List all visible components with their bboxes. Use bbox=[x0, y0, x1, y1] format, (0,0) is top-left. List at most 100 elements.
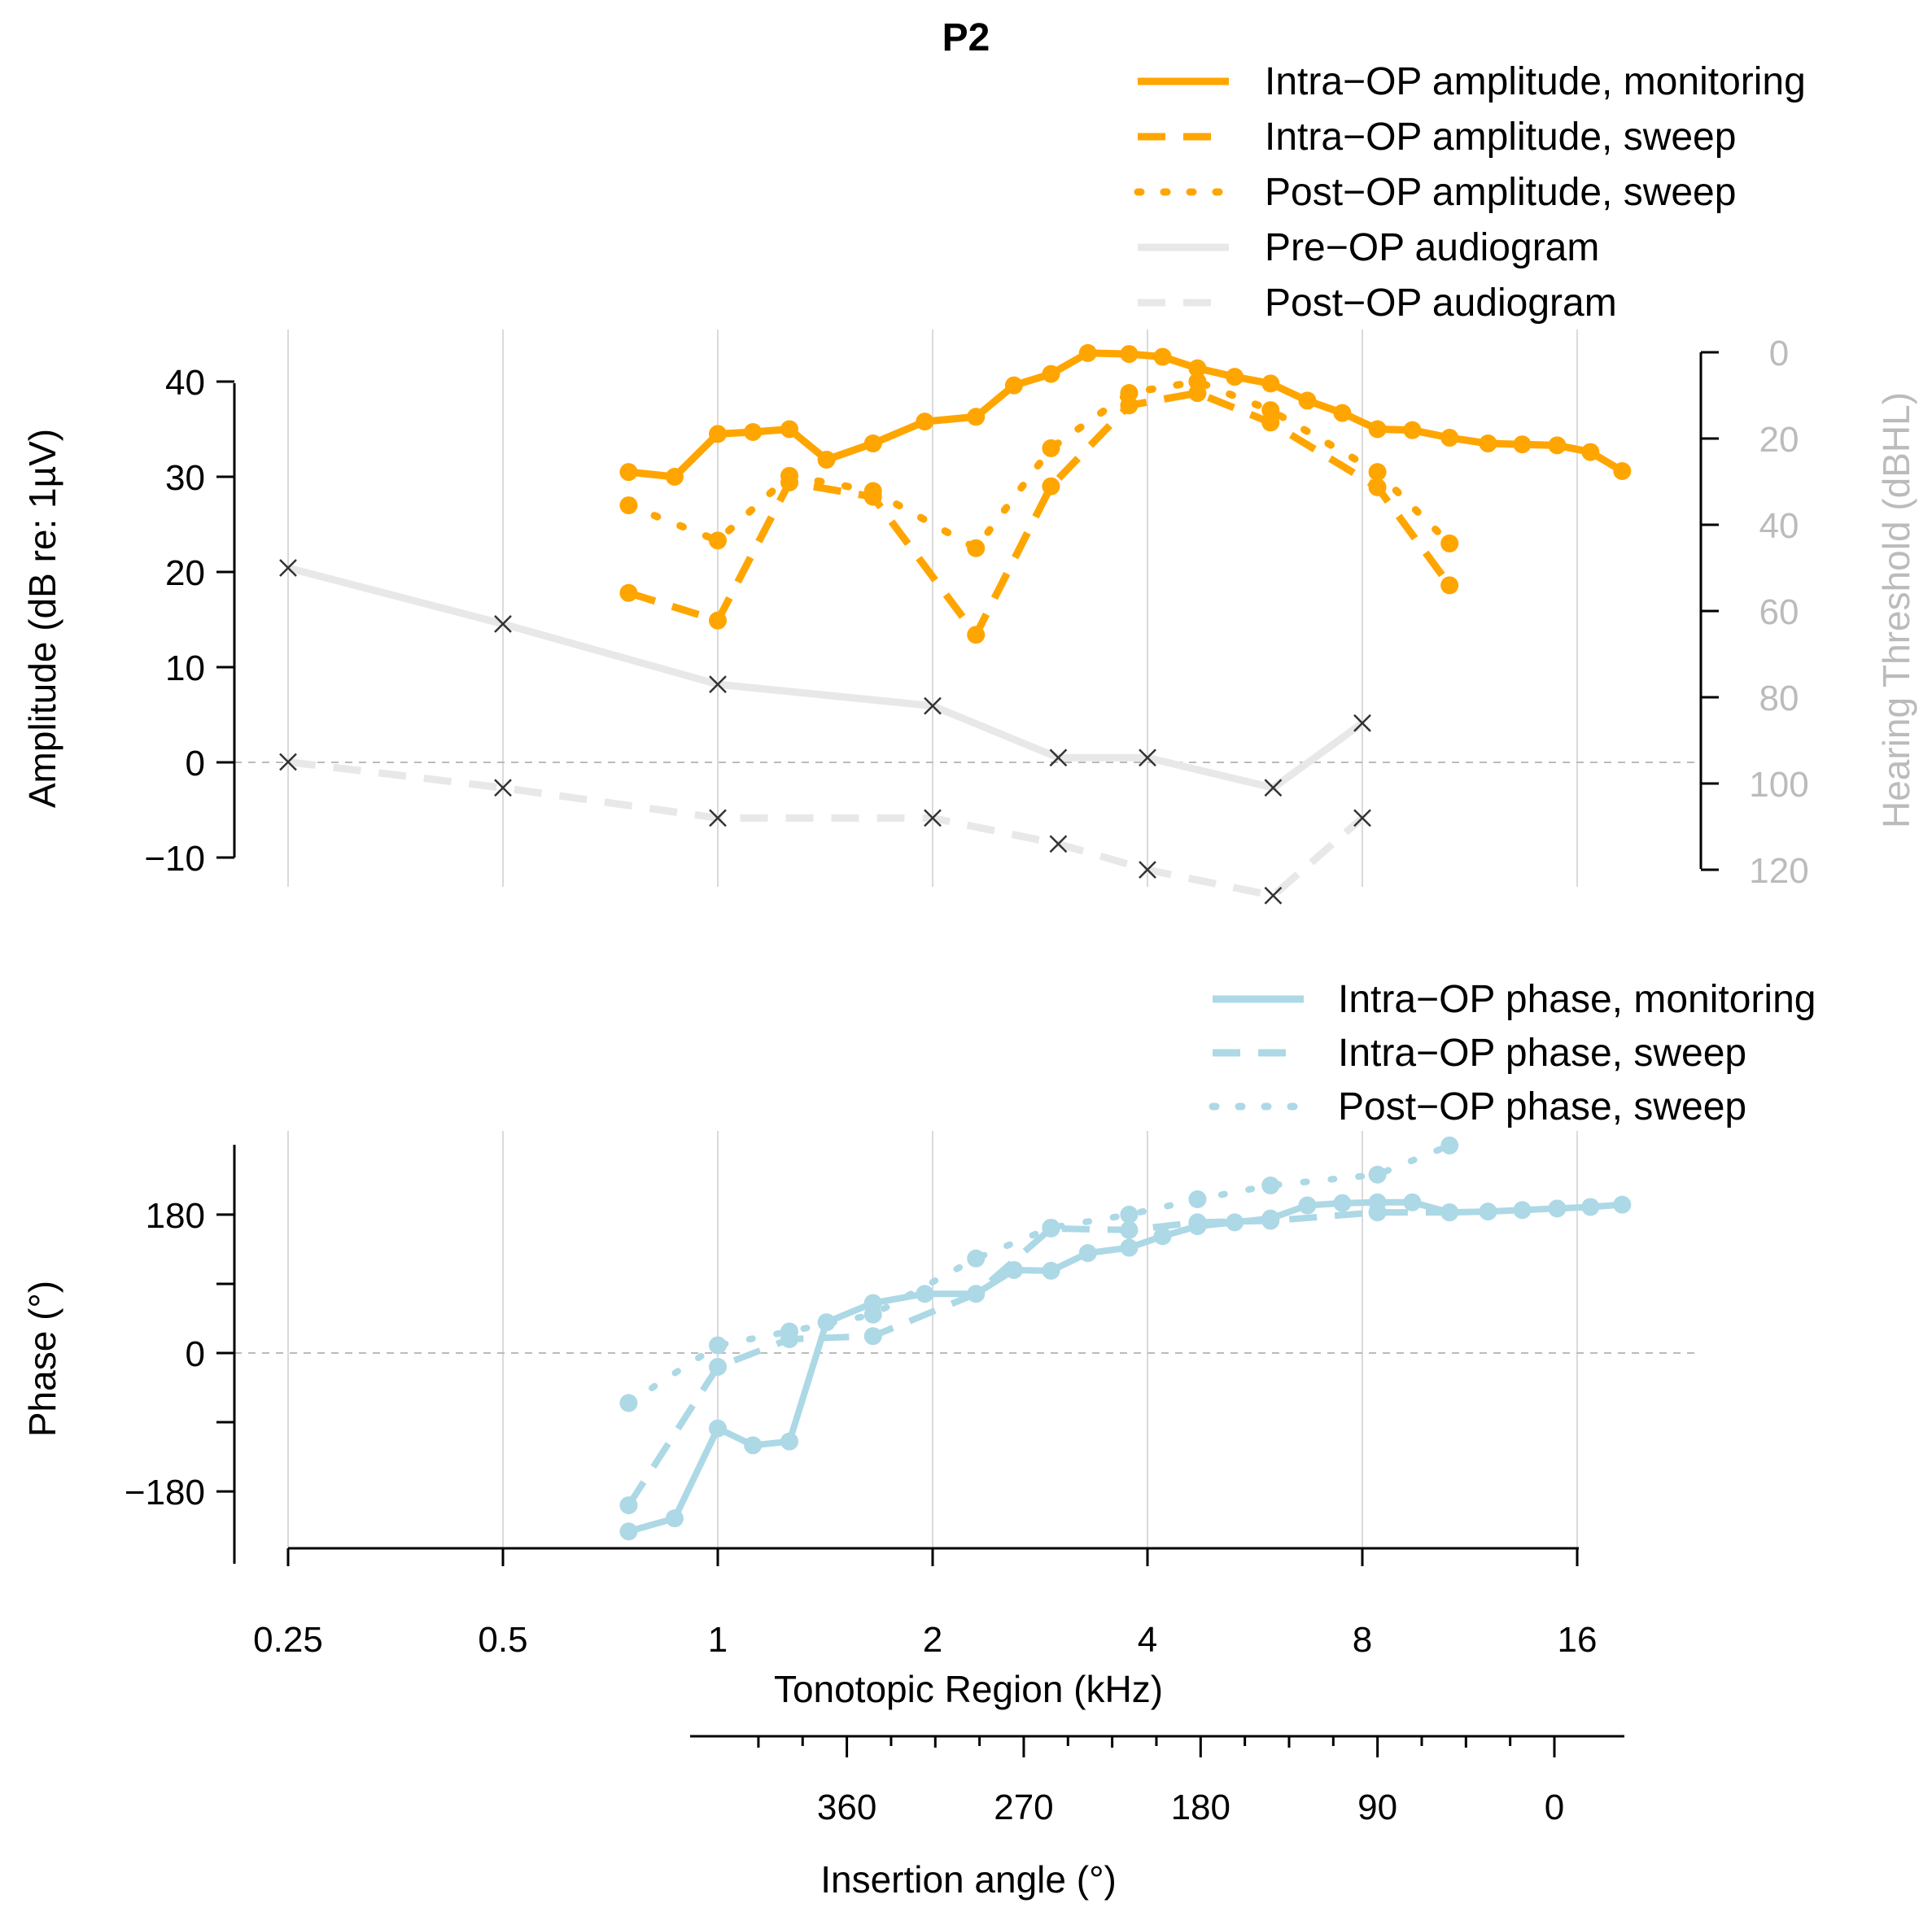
series-post-op-amplitude-sweep bbox=[619, 373, 1459, 557]
data-point bbox=[1581, 443, 1600, 461]
data-point bbox=[1188, 1217, 1207, 1236]
data-point bbox=[1261, 413, 1280, 432]
data-point bbox=[1298, 1196, 1317, 1215]
data-point bbox=[967, 539, 986, 557]
data-point bbox=[619, 496, 638, 515]
x-tick-label: 4 bbox=[1138, 1620, 1157, 1660]
data-point bbox=[1368, 1165, 1387, 1184]
data-point-x bbox=[924, 809, 942, 827]
data-point-x bbox=[1049, 835, 1068, 853]
x2-tick-label: 180 bbox=[1171, 1788, 1230, 1827]
data-point-x bbox=[494, 779, 512, 797]
data-point bbox=[967, 626, 986, 644]
data-point bbox=[967, 408, 986, 426]
series-pre-op-audiogram bbox=[279, 559, 1371, 797]
data-point bbox=[744, 1436, 763, 1455]
data-point bbox=[916, 1285, 934, 1303]
data-point bbox=[1513, 1201, 1532, 1220]
data-point bbox=[709, 611, 727, 630]
legend-label: Intra−OP amplitude, sweep bbox=[1265, 116, 1736, 159]
data-point bbox=[709, 1419, 727, 1438]
data-point bbox=[619, 463, 638, 482]
x2-axis-label: Insertion angle (°) bbox=[820, 1858, 1117, 1901]
x2-tick-label: 90 bbox=[1357, 1788, 1397, 1827]
right-y-axis-label: Hearing Threshold (dBHL) bbox=[1875, 392, 1917, 828]
top-y-tick-label: 20 bbox=[165, 553, 205, 593]
data-point bbox=[1153, 1227, 1172, 1246]
data-point-x bbox=[709, 809, 727, 827]
data-point bbox=[1581, 1198, 1600, 1216]
right-y-tick-label: 60 bbox=[1759, 592, 1799, 632]
bottom-y-tick-label: −180 bbox=[125, 1473, 205, 1512]
legend-label: Post−OP phase, sweep bbox=[1338, 1085, 1746, 1128]
data-point-x bbox=[494, 615, 512, 633]
x-tick-label: 1 bbox=[708, 1620, 728, 1660]
data-point bbox=[1261, 1176, 1280, 1194]
data-point bbox=[1479, 1203, 1497, 1221]
bottom-gridlines bbox=[287, 1131, 1578, 1548]
right-y-tick-label: 40 bbox=[1759, 506, 1799, 546]
data-point bbox=[1188, 373, 1207, 391]
series-line bbox=[626, 1209, 1450, 1508]
x-tick-label: 16 bbox=[1558, 1620, 1598, 1660]
bottom-y-tick-label: 0 bbox=[186, 1334, 205, 1374]
data-point bbox=[665, 1509, 684, 1528]
data-point bbox=[1513, 435, 1532, 454]
x2-tick-label: 0 bbox=[1545, 1788, 1564, 1827]
data-point-x bbox=[924, 696, 942, 715]
data-point-x bbox=[1139, 749, 1156, 767]
data-point-x bbox=[1049, 749, 1068, 767]
amplitude-panel: P2 −10 0 10 20 30 40 Amplitude (dB re: 1µV) 0… bbox=[21, 16, 1917, 905]
data-point bbox=[1226, 1213, 1244, 1232]
data-point bbox=[1078, 1244, 1097, 1263]
bottom-y-tick-label: 180 bbox=[146, 1196, 205, 1236]
data-point bbox=[1042, 439, 1060, 457]
data-point bbox=[863, 1294, 882, 1312]
top-y-tick-label: 30 bbox=[165, 458, 205, 498]
data-point-x bbox=[1264, 886, 1283, 905]
series-intra-op-amplitude-sweep bbox=[619, 384, 1459, 644]
data-point bbox=[1440, 1203, 1459, 1222]
top-y-axis-label: Amplitude (dB re: 1µV) bbox=[21, 429, 63, 808]
right-y-tick-label: 100 bbox=[1749, 765, 1808, 805]
data-point bbox=[665, 468, 684, 486]
legend-label: Pre−OP audiogram bbox=[1265, 226, 1599, 269]
bottom-y-ticks: −180 0 180 bbox=[125, 1196, 234, 1512]
data-point bbox=[1298, 391, 1317, 410]
x-axis-label: Tonotopic Region (kHz) bbox=[774, 1668, 1163, 1710]
right-y-tick-label: 20 bbox=[1759, 420, 1799, 460]
legend-item-pre-op-audiogram: Pre−OP audiogram bbox=[1138, 226, 1599, 269]
legend-label: Post−OP amplitude, sweep bbox=[1265, 171, 1736, 214]
chart-title: P2 bbox=[942, 16, 990, 59]
x2-tick-label: 270 bbox=[994, 1788, 1053, 1827]
top-y-tick-label: −10 bbox=[144, 839, 205, 879]
data-point bbox=[863, 434, 882, 453]
data-point bbox=[1188, 1190, 1207, 1208]
data-point-x bbox=[709, 675, 727, 693]
data-point bbox=[619, 1522, 638, 1541]
amplitude-legend: Intra−OP amplitude, monitoring Intra−OP a… bbox=[1134, 60, 1806, 325]
data-point bbox=[1368, 478, 1387, 496]
legend-item-intra-op-phase-monitoring: Intra−OP phase, monitoring bbox=[1213, 978, 1816, 1021]
right-y-tick-label: 80 bbox=[1759, 679, 1799, 718]
data-point-x bbox=[279, 753, 297, 771]
legend-item-post-op-amplitude-sweep: Post−OP amplitude, sweep bbox=[1134, 171, 1736, 214]
data-point bbox=[780, 1329, 799, 1348]
data-point-x bbox=[1353, 714, 1371, 732]
data-point bbox=[1042, 477, 1060, 495]
top-y-ticks: −10 0 10 20 30 40 bbox=[144, 363, 234, 879]
series-line bbox=[627, 349, 1624, 481]
data-point bbox=[1479, 434, 1497, 453]
right-y-tick-label: 0 bbox=[1769, 334, 1789, 373]
legend-item-post-op-phase-sweep: Post−OP phase, sweep bbox=[1209, 1085, 1746, 1128]
series-post-op-audiogram bbox=[279, 753, 1371, 905]
data-point bbox=[916, 412, 934, 431]
data-point bbox=[1548, 1199, 1567, 1218]
series-intra-op-amplitude-monitoring bbox=[619, 343, 1632, 486]
legend-item-intra-op-phase-sweep: Intra−OP phase, sweep bbox=[1213, 1032, 1746, 1075]
data-point bbox=[709, 1358, 727, 1377]
data-point-x bbox=[279, 559, 297, 577]
series-line bbox=[624, 378, 1453, 552]
legend-label: Intra−OP phase, sweep bbox=[1338, 1032, 1746, 1075]
